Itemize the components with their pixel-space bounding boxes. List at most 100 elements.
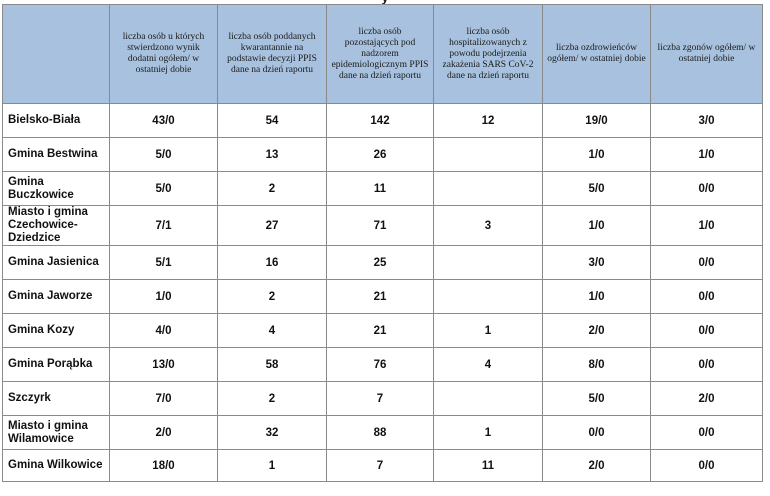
value-cell: 27 (217, 205, 327, 246)
value-cell: 0/0 (650, 171, 763, 206)
value-cell: 0/0 (542, 415, 651, 450)
value-cell: 2 (217, 171, 327, 206)
value-cell: 11 (433, 449, 543, 482)
municipality-name-cell: Gmina Bestwina (2, 137, 110, 172)
value-cell: 0/0 (650, 449, 763, 482)
value-cell: 25 (326, 245, 434, 280)
value-cell: 7/0 (109, 381, 218, 416)
value-cell: 7 (326, 381, 434, 416)
table-row: Gmina Bestwina 5/0 13 26 1/0 1/0 (2, 137, 763, 172)
municipality-name-cell: Gmina Kozy (2, 313, 110, 348)
municipality-name-cell: Miasto i gmina Czechowice-Dziedzice (2, 205, 110, 246)
value-cell: 8/0 (542, 347, 651, 382)
value-cell: 2 (217, 279, 327, 314)
value-cell (433, 171, 543, 206)
value-cell: 1/0 (650, 137, 763, 172)
value-cell: 5/0 (542, 171, 651, 206)
value-cell: 0/0 (650, 415, 763, 450)
table-row: Gmina Jaworze 1/0 2 21 1/0 0/0 (2, 279, 763, 314)
value-cell: 2/0 (542, 449, 651, 482)
value-cell: 0/0 (650, 313, 763, 348)
value-cell: 21 (326, 279, 434, 314)
value-cell: 26 (326, 137, 434, 172)
municipality-name-cell: Miasto i gmina Wilamowice (2, 415, 110, 450)
value-cell: 21 (326, 313, 434, 348)
table-row: Miasto i gmina Wilamowice 2/0 32 88 1 0/0 0/0 (2, 415, 763, 450)
column-header: liczba ozdrowieńców ogółem/ w ostatniej … (542, 4, 651, 104)
value-cell (433, 279, 543, 314)
value-cell: 1/0 (542, 137, 651, 172)
table-row: Miasto i gmina Czechowice-Dziedzice 7/1 27… (2, 205, 763, 246)
value-cell: 76 (326, 347, 434, 382)
header-row: liczba osób u których stwierdzono wynik … (2, 4, 763, 104)
municipality-name-cell: Gmina Porąbka (2, 347, 110, 382)
table-row: Gmina Kozy 4/0 4 21 1 2/0 0/0 (2, 313, 763, 348)
table-row: Gmina Buczkowice 5/0 2 11 5/0 0/0 (2, 171, 763, 206)
covid-statistics-table: liczba osób u których stwierdzono wynik … (2, 4, 763, 482)
value-cell: 12 (433, 103, 543, 138)
value-cell: 5/0 (542, 381, 651, 416)
municipality-name-cell: Gmina Buczkowice (2, 171, 110, 206)
table-row: Szczyrk 7/0 2 7 5/0 2/0 (2, 381, 763, 416)
title-fragment: y (0, 0, 770, 6)
value-cell: 0/0 (650, 279, 763, 314)
value-cell: 7/1 (109, 205, 218, 246)
column-header: liczba osób hospitalizowanych z powodu p… (433, 4, 543, 104)
municipality-name-cell: Szczyrk (2, 381, 110, 416)
value-cell: 1/0 (650, 205, 763, 246)
table-row: Gmina Porąbka 13/0 58 76 4 8/0 0/0 (2, 347, 763, 382)
header-corner-cell (2, 4, 110, 104)
municipality-name-cell: Gmina Jasienica (2, 245, 110, 280)
value-cell: 58 (217, 347, 327, 382)
value-cell: 32 (217, 415, 327, 450)
value-cell: 5/0 (109, 137, 218, 172)
value-cell: 3 (433, 205, 543, 246)
page-title: y (0, 0, 770, 5)
table-body: Bielsko-Biała 43/0 54 142 12 19/0 3/0 Gmina Bes… (2, 103, 763, 482)
value-cell: 5/0 (109, 171, 218, 206)
value-cell: 4 (433, 347, 543, 382)
value-cell: 0/0 (650, 347, 763, 382)
table-row: Bielsko-Biała 43/0 54 142 12 19/0 3/0 (2, 103, 763, 138)
value-cell (433, 245, 543, 280)
municipality-name-cell: Bielsko-Biała (2, 103, 110, 138)
value-cell: 1/0 (542, 205, 651, 246)
value-cell: 1/0 (109, 279, 218, 314)
value-cell: 11 (326, 171, 434, 206)
value-cell: 13 (217, 137, 327, 172)
value-cell: 19/0 (542, 103, 651, 138)
value-cell: 1 (433, 415, 543, 450)
value-cell (433, 137, 543, 172)
value-cell: 43/0 (109, 103, 218, 138)
value-cell: 3/0 (650, 103, 763, 138)
value-cell: 2/0 (109, 415, 218, 450)
value-cell: 88 (326, 415, 434, 450)
column-header: liczba osób pozostających pod nadzorem e… (326, 4, 434, 104)
value-cell: 142 (326, 103, 434, 138)
value-cell: 2/0 (650, 381, 763, 416)
value-cell: 2 (217, 381, 327, 416)
value-cell (433, 381, 543, 416)
table-row: Gmina Jasienica 5/1 16 25 3/0 0/0 (2, 245, 763, 280)
table-row: Gmina Wilkowice 18/0 1 7 11 2/0 0/0 (2, 449, 763, 482)
value-cell: 18/0 (109, 449, 218, 482)
value-cell: 3/0 (542, 245, 651, 280)
column-header: liczba zgonów ogółem/ w ostatniej dobie (650, 4, 763, 104)
municipality-name-cell: Gmina Jaworze (2, 279, 110, 314)
value-cell: 1 (217, 449, 327, 482)
value-cell: 0/0 (650, 245, 763, 280)
value-cell: 1/0 (542, 279, 651, 314)
value-cell: 13/0 (109, 347, 218, 382)
value-cell: 4/0 (109, 313, 218, 348)
value-cell: 71 (326, 205, 434, 246)
column-header: liczba osób u których stwierdzono wynik … (109, 4, 218, 104)
value-cell: 4 (217, 313, 327, 348)
municipality-name-cell: Gmina Wilkowice (2, 449, 110, 482)
value-cell: 54 (217, 103, 327, 138)
value-cell: 7 (326, 449, 434, 482)
value-cell: 1 (433, 313, 543, 348)
value-cell: 2/0 (542, 313, 651, 348)
column-header: liczba osób poddanych kwarantannie na po… (217, 4, 327, 104)
value-cell: 16 (217, 245, 327, 280)
